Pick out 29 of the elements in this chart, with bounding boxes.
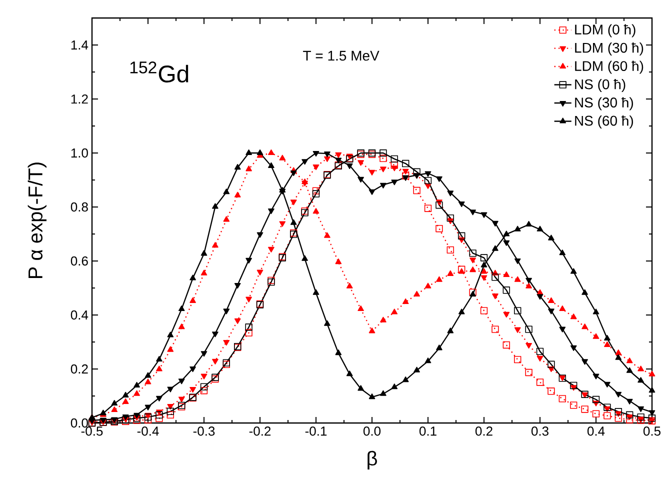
- y-tick-label: 1.4: [71, 40, 88, 50]
- x-tick-label: -0.1: [305, 426, 327, 436]
- x-tick-label: 0.2: [475, 426, 492, 436]
- legend-label: LDM (30 ħ): [575, 42, 644, 56]
- x-axis-title: β: [368, 450, 377, 470]
- x-tick-label: -0.2: [249, 426, 271, 436]
- y-axis-title: P α exp(-F/T): [28, 162, 46, 278]
- legend-label: NS (30 ħ): [575, 97, 634, 110]
- x-tick-label: 0.3: [531, 426, 548, 436]
- legend-label: LDM (0 ħ): [575, 24, 636, 38]
- legend-label: NS (0 ħ): [575, 78, 626, 92]
- y-tick-label: 1.0: [71, 148, 88, 158]
- legend-label: NS (60 ħ): [575, 115, 634, 128]
- x-tick-label: 0.0: [363, 426, 381, 436]
- x-tick-label: -0.3: [193, 426, 215, 436]
- x-tick-label: 0.4: [587, 426, 605, 436]
- y-tick-label: 0.2: [70, 364, 88, 374]
- annotation: T = 1.5 MeV: [303, 50, 380, 61]
- y-tick-label: 1.2: [71, 94, 88, 104]
- x-tick-label: -0.5: [81, 426, 103, 436]
- y-tick-label: 0.0: [70, 418, 88, 428]
- y-tick-label: 0.4: [70, 310, 88, 320]
- y-tick-label: 0.6: [70, 256, 88, 266]
- x-tick-label: 0.1: [419, 426, 436, 436]
- legend-label: LDM (60 ħ): [575, 60, 644, 74]
- x-tick-label: -0.4: [137, 426, 159, 436]
- x-tick-label: 0.5: [643, 426, 660, 436]
- y-tick-label: 0.8: [70, 202, 88, 212]
- annotation: $^{152}$Gd: [130, 62, 188, 82]
